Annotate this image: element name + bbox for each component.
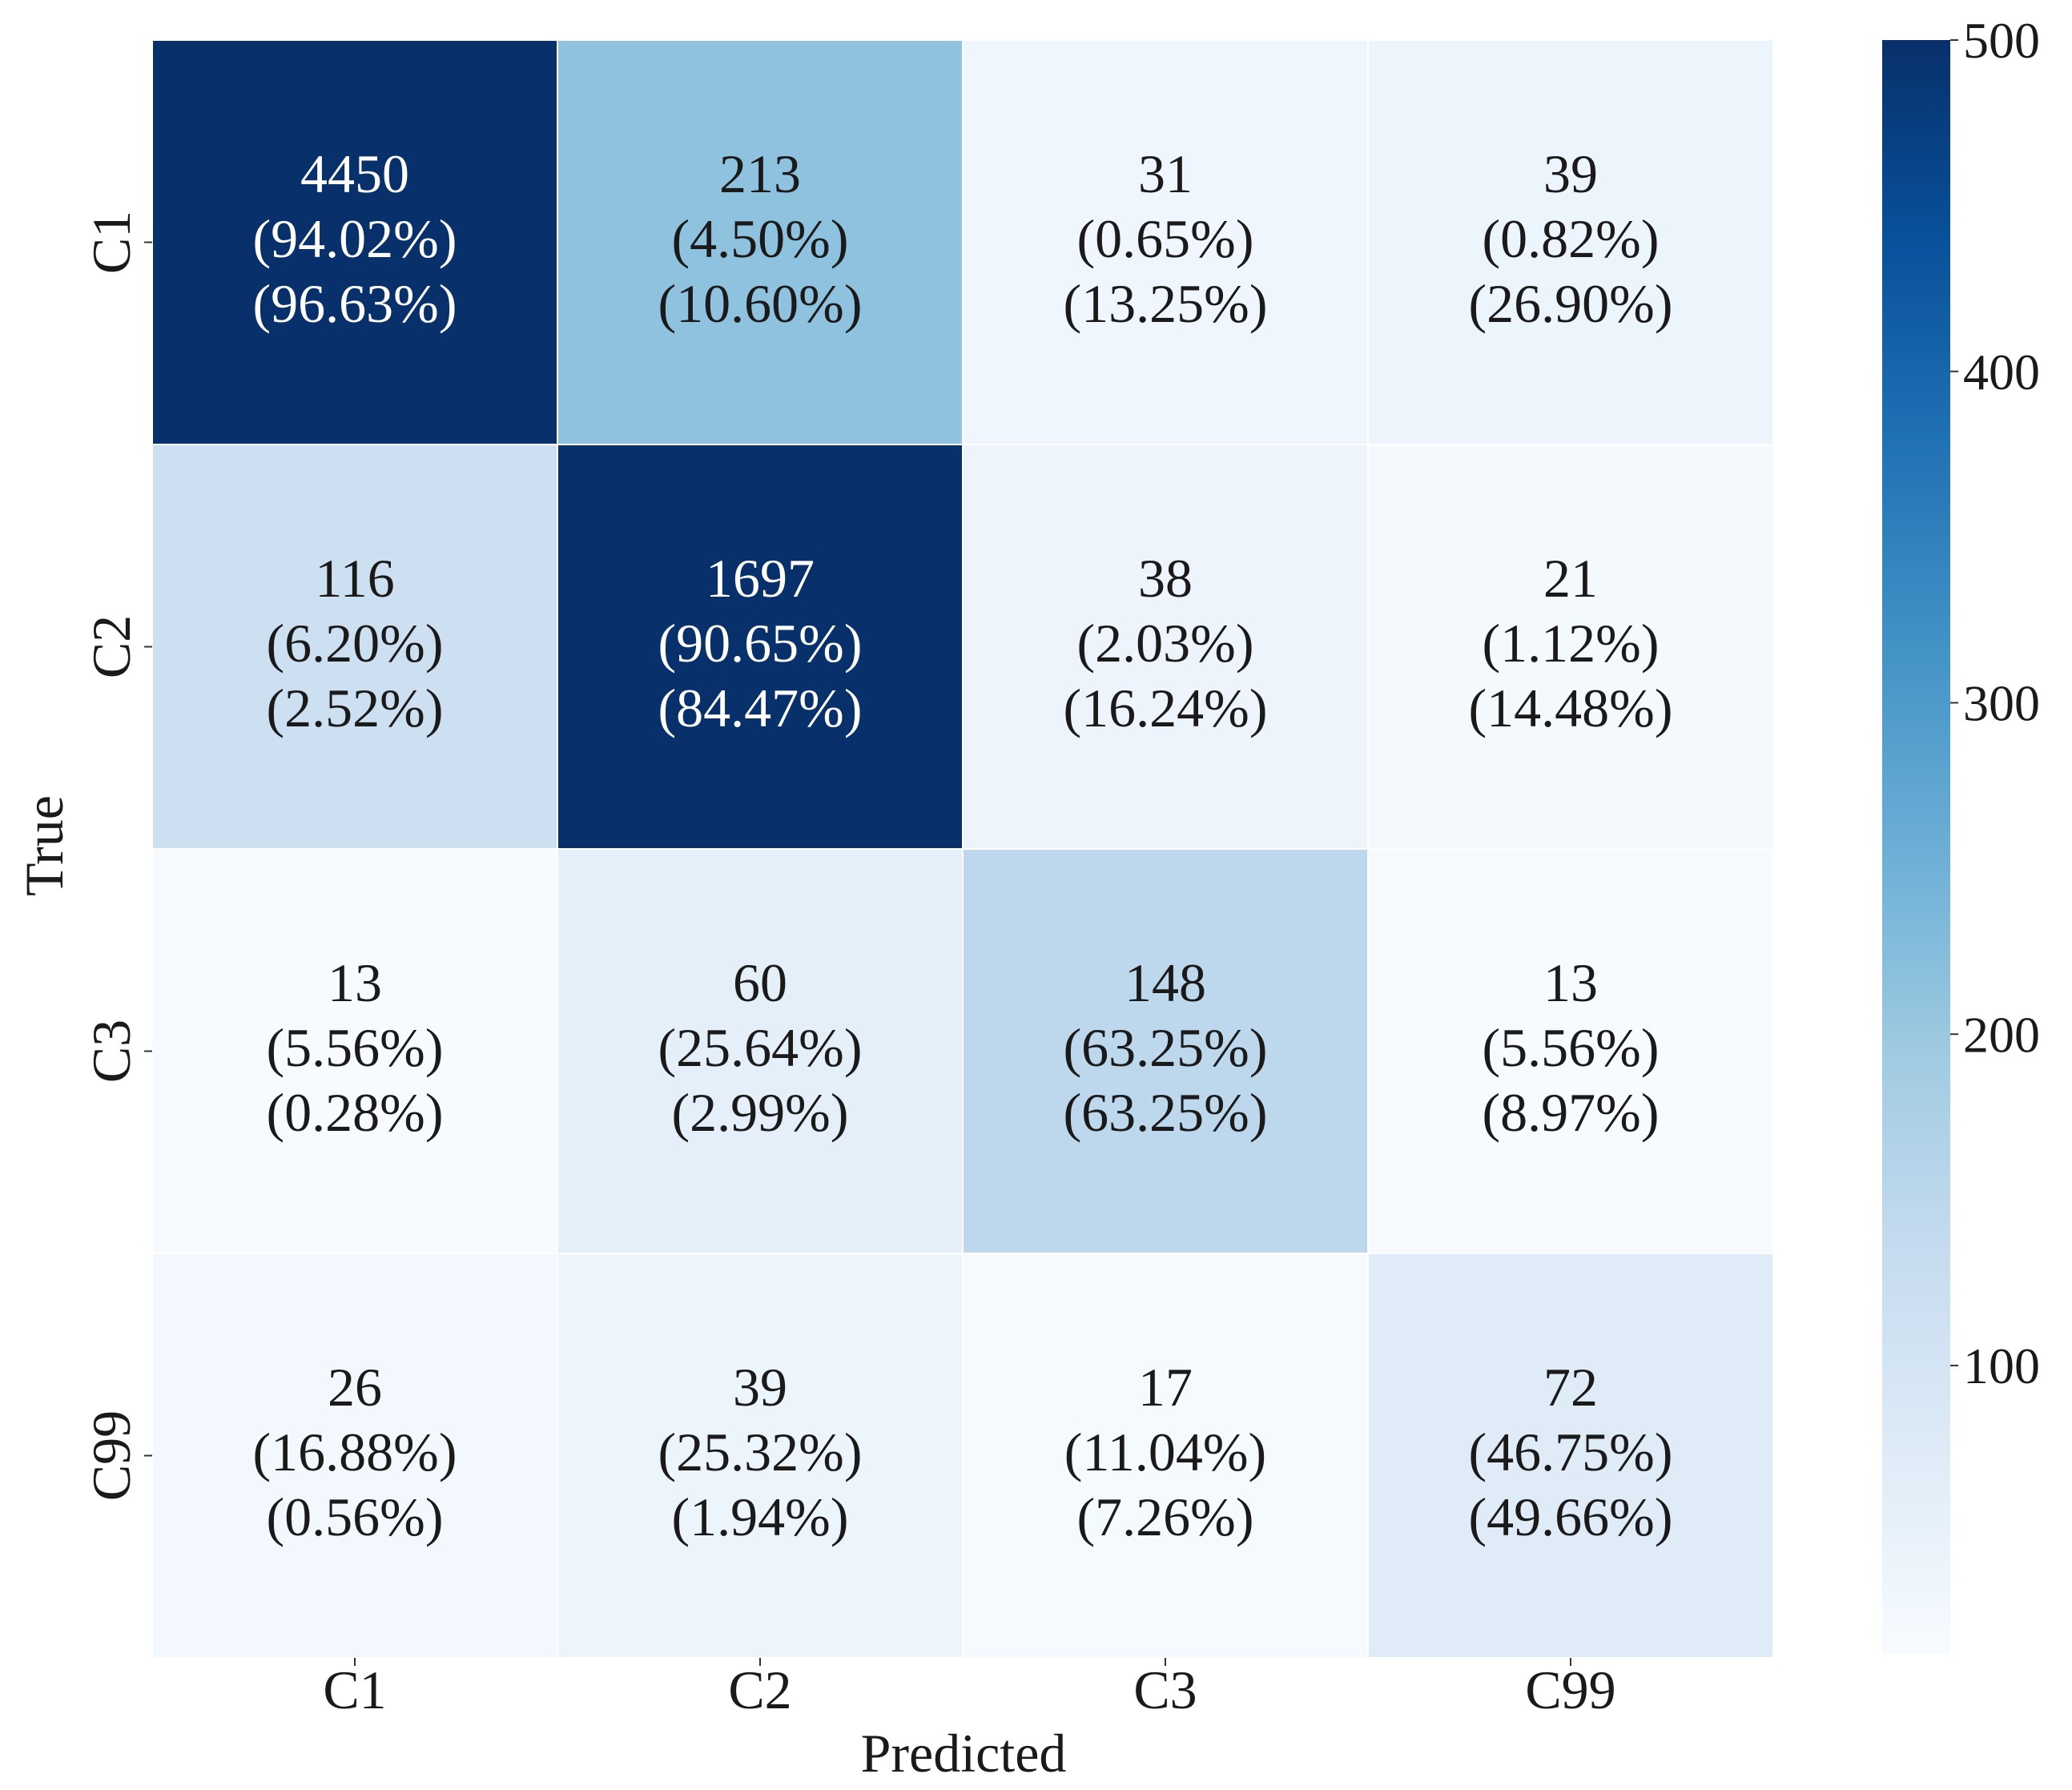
cell-row-percent-label: (11.04%) (1064, 1422, 1266, 1482)
cell-row-percent-label: (0.82%) (1483, 208, 1660, 269)
cell-count-label: 13 (328, 952, 382, 1013)
y-tick-label: C3 (81, 1020, 142, 1083)
cell-col-percent-label: (7.26%) (1077, 1486, 1254, 1547)
cell-col-percent-label: (49.66%) (1469, 1486, 1673, 1547)
cell-col-percent-label: (2.52%) (267, 678, 444, 738)
cell-col-percent-label: (0.56%) (267, 1486, 444, 1547)
heatmap-cell (151, 444, 558, 850)
colorbar-tick-label: 100 (1963, 1337, 2040, 1394)
cell-col-percent-label: (8.97%) (1483, 1082, 1660, 1143)
heatmap-cell (962, 1253, 1369, 1659)
cell-col-percent-label: (1.94%) (672, 1486, 849, 1547)
cell-row-percent-label: (25.64%) (658, 1017, 863, 1078)
y-tick-label: C2 (81, 615, 142, 678)
cell-row-percent-label: (46.75%) (1469, 1422, 1673, 1482)
cell-count-label: 31 (1138, 143, 1193, 204)
cell-row-percent-label: (6.20%) (267, 613, 444, 674)
cell-row-percent-label: (0.65%) (1077, 208, 1254, 269)
cell-annotations: 4450(94.02%)(96.63%) 213(4.50%)(10.60%) 31… (253, 143, 1673, 1547)
cell-row-percent-label: (5.56%) (1483, 1017, 1660, 1078)
x-tick-label: C2 (728, 1659, 791, 1720)
colorbar-tick-label: 300 (1963, 675, 2040, 732)
colorbar (1882, 40, 1950, 1654)
heatmap-cell (1367, 848, 1774, 1254)
y-tick-label: C99 (81, 1410, 142, 1501)
cell-col-percent-label: (14.48%) (1469, 678, 1673, 738)
heatmap-cell (151, 1253, 558, 1659)
x-axis-label: Predicted (861, 1723, 1067, 1784)
cell-count-label: 39 (733, 1357, 787, 1418)
cell-row-percent-label: (16.88%) (253, 1422, 457, 1482)
cell-row-percent-label: (1.12%) (1483, 613, 1660, 674)
colorbar-tick-label: 500 (1963, 12, 2040, 69)
x-tick-label: C3 (1133, 1659, 1197, 1720)
x-tick-label: C1 (323, 1659, 386, 1720)
heatmap-cell (557, 1253, 964, 1659)
cell-count-label: 1697 (706, 548, 815, 609)
cell-col-percent-label: (2.99%) (672, 1082, 849, 1143)
cell-count-label: 116 (315, 548, 394, 609)
colorbar-tick-label: 400 (1963, 344, 2040, 400)
cell-count-label: 21 (1543, 548, 1598, 609)
cell-col-percent-label: (10.60%) (658, 273, 863, 334)
cell-row-percent-label: (63.25%) (1064, 1017, 1268, 1078)
cell-row-percent-label: (4.50%) (672, 208, 849, 269)
heatmap-cell (557, 848, 964, 1254)
cell-count-label: 4450 (300, 143, 409, 204)
heatmap-cell (1367, 39, 1774, 445)
heatmap-cell (151, 39, 558, 445)
cell-count-label: 13 (1543, 952, 1598, 1013)
cell-count-label: 148 (1125, 952, 1206, 1013)
heatmap-cell (1367, 1253, 1774, 1659)
cell-count-label: 17 (1138, 1357, 1193, 1418)
cell-row-percent-label: (90.65%) (658, 613, 863, 674)
cell-count-label: 38 (1138, 548, 1193, 609)
cell-col-percent-label: (16.24%) (1064, 678, 1268, 738)
cell-col-percent-label: (84.47%) (658, 678, 863, 738)
heatmap-cell (962, 444, 1369, 850)
cell-row-percent-label: (5.56%) (267, 1017, 444, 1078)
y-tick-label: C1 (81, 211, 142, 274)
heatmap-cell (557, 39, 964, 445)
cell-row-percent-label: (2.03%) (1077, 613, 1254, 674)
cell-count-label: 60 (733, 952, 787, 1013)
cell-col-percent-label: (63.25%) (1064, 1082, 1268, 1143)
heatmap-cell (557, 444, 964, 850)
cell-count-label: 213 (719, 143, 801, 204)
cell-col-percent-label: (13.25%) (1064, 273, 1268, 334)
cell-count-label: 26 (328, 1357, 382, 1418)
x-tick-label: C99 (1525, 1659, 1615, 1720)
colorbar-ticks: 100 200 300 400 500 (1950, 12, 2040, 1394)
heatmap-cells (151, 39, 1774, 1659)
colorbar-gradient (1882, 40, 1950, 1654)
cell-col-percent-label: (0.28%) (267, 1082, 444, 1143)
cell-count-label: 72 (1543, 1357, 1598, 1418)
x-axis-ticks: C1 C2 C3 C99 (323, 1658, 1616, 1720)
heatmap-cell (962, 39, 1369, 445)
colorbar-tick-label: 200 (1963, 1006, 2040, 1063)
heatmap-cell (1367, 444, 1774, 850)
cell-row-percent-label: (94.02%) (253, 208, 457, 269)
cell-col-percent-label: (26.90%) (1469, 273, 1673, 334)
y-axis-label: True (14, 795, 74, 896)
cell-row-percent-label: (25.32%) (658, 1422, 863, 1482)
y-axis-ticks: C1 C2 C3 C99 (81, 211, 152, 1501)
cell-count-label: 39 (1543, 143, 1598, 204)
cell-col-percent-label: (96.63%) (253, 273, 457, 334)
